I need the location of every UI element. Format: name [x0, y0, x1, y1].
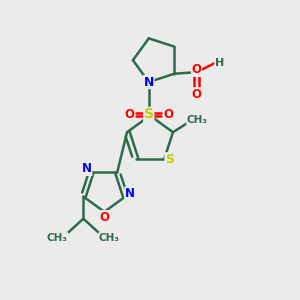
Text: N: N [125, 187, 135, 200]
Text: O: O [192, 63, 202, 76]
Text: O: O [124, 108, 134, 121]
Text: N: N [82, 162, 92, 176]
Text: H: H [215, 58, 224, 68]
Text: CH₃: CH₃ [47, 233, 68, 243]
Text: CH₃: CH₃ [187, 116, 208, 125]
Text: O: O [99, 211, 110, 224]
Text: CH₃: CH₃ [99, 233, 120, 243]
Text: O: O [192, 88, 202, 101]
Text: N: N [144, 76, 154, 88]
Text: S: S [165, 153, 174, 166]
Text: S: S [144, 107, 154, 122]
Text: O: O [164, 108, 173, 121]
